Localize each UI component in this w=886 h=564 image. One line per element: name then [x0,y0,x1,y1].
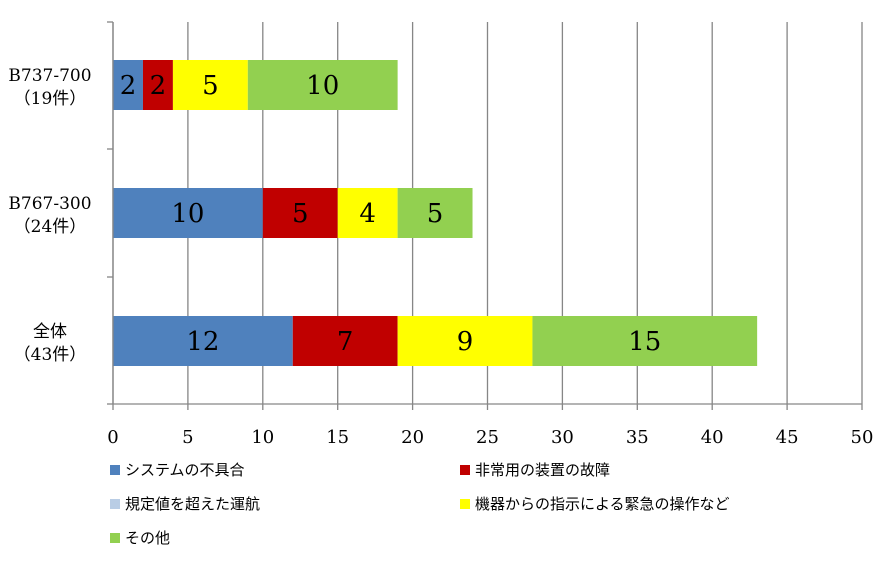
x-tick-label: 0 [107,427,118,448]
category-label: B737-700 [8,66,91,86]
data-label: 7 [337,327,354,357]
category-label: B767-300 [8,194,91,214]
category-labels: B737-700 （19件） B767-300 （24件） 全体 （43件） [8,66,91,365]
x-tick-label: 15 [326,427,349,448]
x-tick-label: 20 [401,427,424,448]
bar-segment [262,188,338,238]
x-tick-label: 5 [182,427,193,448]
x-tick-labels: 0 5 10 15 20 25 30 35 40 45 50 [107,427,873,448]
x-tick-label: 50 [851,427,874,448]
bar-segment [532,316,758,366]
x-tick-label: 30 [551,427,574,448]
axes [107,21,863,410]
bar-segment [397,188,473,238]
data-label: 5 [427,199,444,229]
data-label: 15 [628,327,661,357]
x-tick-label: 45 [776,427,799,448]
data-label: 12 [186,327,219,357]
data-label: 4 [359,199,376,229]
data-label: 9 [457,327,474,357]
x-tick-label: 35 [626,427,649,448]
bar-segment [113,316,293,366]
bar-segment [397,316,533,366]
x-tick-label: 40 [701,427,724,448]
category-label: （24件） [14,217,87,237]
data-label: 2 [150,71,167,101]
data-label: 10 [306,71,339,101]
bars: 2 2 5 10 10 5 4 5 12 7 9 15 [113,60,758,366]
x-tick-label: 10 [251,427,274,448]
bar-segment [247,60,398,110]
category-label: （19件） [14,89,87,109]
bar-segment [292,316,398,366]
x-tick-label: 25 [476,427,499,448]
bar-segment [142,60,173,110]
data-label: 2 [120,71,137,101]
bar-segment [113,188,263,238]
bar-segment [337,188,398,238]
data-label: 5 [202,71,219,101]
data-label: 5 [292,199,309,229]
data-label: 10 [171,199,204,229]
category-label: （43件） [14,345,87,365]
category-label: 全体 [33,322,67,342]
bar-segment [113,60,143,110]
bar-segment [172,60,248,110]
